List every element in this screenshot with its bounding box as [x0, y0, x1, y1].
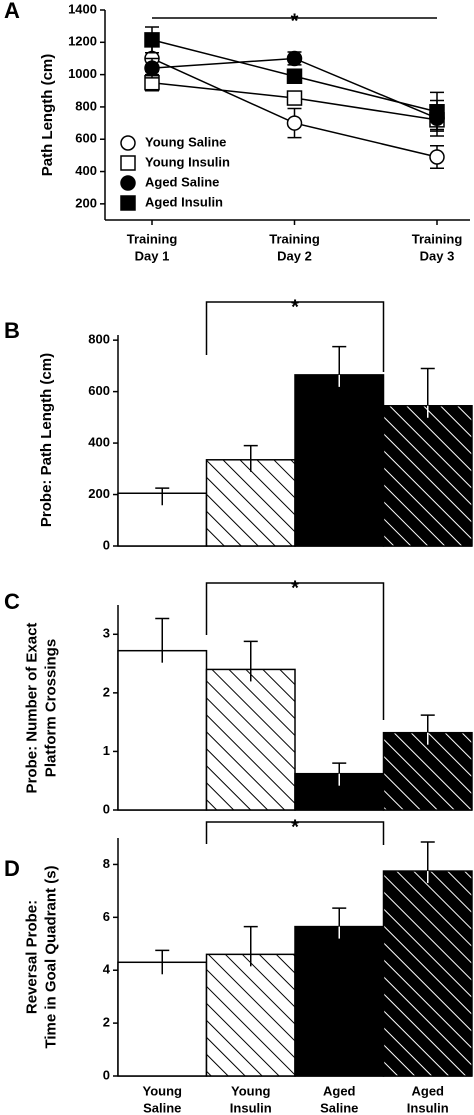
y-axis-label: Time in Goal Quadrant (s): [42, 865, 59, 1048]
error-bar: [155, 949, 170, 963]
marker: [286, 50, 303, 67]
y-tick-label: 600: [75, 131, 97, 146]
panel-letter: D: [4, 856, 20, 881]
y-tick-label: 2: [103, 1015, 110, 1030]
error-bar: [155, 617, 170, 651]
y-tick-label: 400: [88, 435, 110, 450]
legend-label: Young Saline: [145, 134, 226, 149]
y-tick-label: 800: [75, 98, 97, 113]
x-tick-label: Training: [412, 231, 463, 246]
marker: [429, 104, 445, 120]
y-tick-label: 1400: [68, 1, 97, 16]
marker: [286, 90, 303, 106]
marker: [286, 115, 303, 131]
marker: [144, 32, 160, 48]
marker: [120, 175, 136, 191]
error-bar: [243, 925, 258, 955]
y-tick-label: 3: [103, 626, 110, 641]
panel-letter: C: [4, 589, 20, 614]
legend-label: Aged Insulin: [145, 194, 223, 209]
y-tick-label: 1200: [68, 34, 97, 49]
y-tick-label: 800: [88, 332, 110, 347]
x-tick-label: Aged: [412, 1083, 445, 1098]
significance-star: *: [291, 296, 299, 318]
y-tick-label: 400: [75, 163, 97, 178]
y-tick-label: 0: [103, 801, 110, 816]
marker: [144, 60, 160, 76]
x-tick-label: Training: [269, 231, 320, 246]
x-tick-label: Day 1: [135, 248, 170, 263]
significance-bracket: [205, 821, 385, 845]
x-tick-label: Aged: [323, 1083, 356, 1098]
y-axis-label: Path Length (cm): [39, 54, 56, 177]
y-tick-label: 4: [103, 962, 111, 977]
significance-star: *: [291, 10, 299, 32]
bar: [294, 374, 385, 547]
marker: [120, 155, 136, 171]
x-tick-label: Young: [143, 1083, 183, 1098]
significance-star: *: [291, 816, 299, 838]
y-axis-label: Probe: Path Length (cm): [38, 353, 55, 527]
bar: [382, 405, 473, 547]
error-bar: [332, 907, 347, 927]
y-axis-label: Platform Crossings: [42, 639, 59, 777]
y-axis-label: Reversal Probe:: [23, 900, 40, 1014]
y-tick-label: 200: [75, 195, 97, 210]
bar: [117, 649, 208, 811]
y-tick-label: 2: [103, 684, 110, 699]
error-bar: [243, 640, 258, 670]
x-tick-label: Saline: [143, 1100, 181, 1115]
marker: [429, 149, 445, 165]
error-bar: [420, 367, 435, 406]
panel-letter: A: [4, 0, 20, 23]
x-tick-label: Insulin: [230, 1100, 272, 1115]
error-bar: [420, 714, 435, 733]
x-tick-label: Day 2: [277, 248, 312, 263]
bar: [382, 731, 473, 811]
legend-label: Young Insulin: [145, 154, 230, 169]
y-tick-label: 200: [88, 486, 110, 501]
error-bar: [332, 762, 347, 774]
y-tick-label: 600: [88, 383, 110, 398]
error-bar: [243, 444, 258, 460]
x-tick-label: Training: [127, 231, 178, 246]
marker: [120, 195, 136, 211]
legend-label: Aged Saline: [145, 174, 219, 189]
panel-letter: B: [4, 318, 20, 343]
y-tick-label: 1000: [68, 66, 97, 81]
x-tick-label: Insulin: [407, 1100, 449, 1115]
y-axis-label: Probe: Number of Exact: [23, 623, 40, 794]
bar: [205, 953, 296, 1077]
y-tick-label: 6: [103, 909, 110, 924]
marker: [120, 135, 136, 151]
bar: [117, 961, 208, 1077]
y-tick-label: 0: [103, 1067, 110, 1082]
bar: [205, 668, 296, 811]
bar: [294, 925, 385, 1077]
y-tick-label: 0: [103, 537, 110, 552]
error-bar: [155, 487, 170, 494]
significance-bracket: [205, 301, 385, 372]
bar: [205, 459, 296, 547]
error-bar: [420, 841, 435, 872]
x-tick-label: Day 3: [420, 248, 455, 263]
y-tick-label: 1: [103, 743, 110, 758]
x-tick-label: Saline: [320, 1100, 358, 1115]
significance-star: *: [291, 577, 299, 599]
x-tick-label: Young: [231, 1083, 271, 1098]
significance-bracket: [205, 582, 385, 720]
y-tick-label: 8: [103, 856, 110, 871]
error-bar: [332, 345, 347, 375]
marker: [286, 68, 303, 84]
bar: [382, 870, 473, 1077]
